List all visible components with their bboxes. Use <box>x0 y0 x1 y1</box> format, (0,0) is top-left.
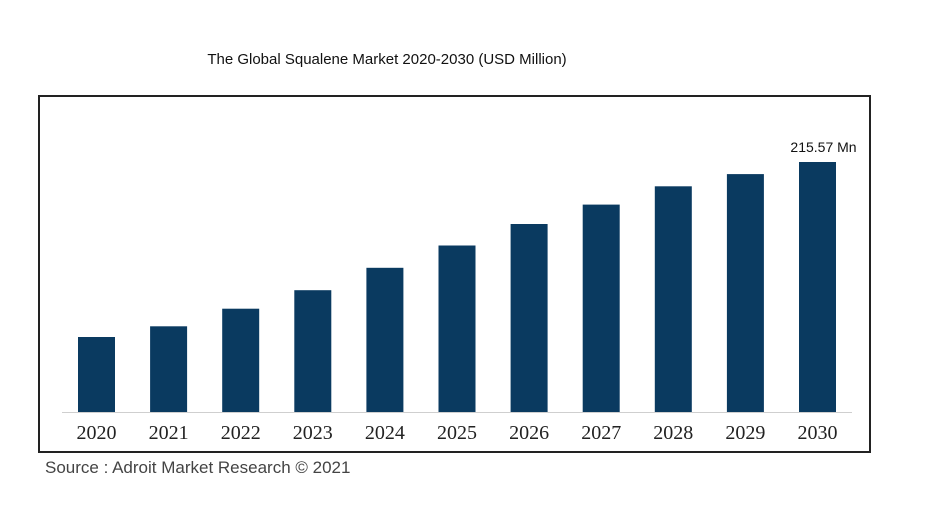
x-tick-label-2027: 2027 <box>581 422 621 444</box>
chart-title: The Global Squalene Market 2020-2030 (US… <box>207 51 567 68</box>
bar-2028 <box>654 186 692 412</box>
x-tick-label-2029: 2029 <box>725 422 765 444</box>
bar-2024 <box>366 267 404 412</box>
data-label-2030: 215.57 Mn <box>790 139 856 155</box>
x-tick-label-2028: 2028 <box>653 422 693 444</box>
bar-2027 <box>582 204 620 412</box>
bar-2030 <box>799 162 836 412</box>
x-tick-label-2026: 2026 <box>509 422 549 444</box>
bar-2021 <box>150 326 188 412</box>
source-note: Source : Adroit Market Research © 2021 <box>45 458 351 477</box>
bar-2026 <box>510 224 548 412</box>
bar-2022 <box>222 308 260 412</box>
bar-2023 <box>294 290 332 412</box>
bar-2020 <box>78 337 115 412</box>
x-tick-label-2021: 2021 <box>149 422 189 444</box>
x-tick-label-2023: 2023 <box>293 422 333 444</box>
x-tick-label-2024: 2024 <box>365 422 405 444</box>
bar-2025 <box>438 245 476 412</box>
x-tick-label-2022: 2022 <box>221 422 261 444</box>
x-tick-label-2025: 2025 <box>437 422 477 444</box>
x-tick-label-2030: 2030 <box>798 422 838 444</box>
x-tick-label-2020: 2020 <box>77 422 117 444</box>
bar-2029 <box>726 174 764 412</box>
